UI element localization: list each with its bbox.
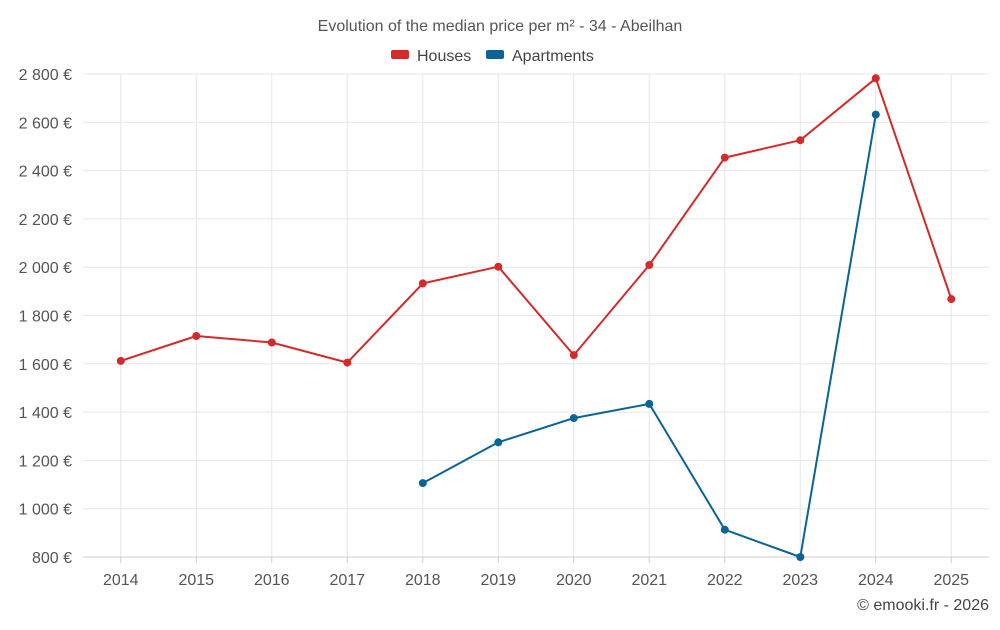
data-point-houses-2021[interactable] [645,261,654,269]
data-point-apartments-2019[interactable] [494,438,503,447]
x-tick-label: 2020 [556,572,592,589]
legend-swatch-apartments [486,50,504,59]
x-tick-label: 2017 [329,572,365,589]
x-tick-label: 2021 [631,572,667,589]
x-tick-label: 2014 [103,572,139,589]
data-point-houses-2019[interactable] [494,262,503,271]
data-point-apartments-2024[interactable] [871,110,880,119]
data-point-apartments-2022[interactable] [720,525,729,534]
chart-title: Evolution of the median price per m² - 3… [318,18,683,35]
data-point-houses-2024[interactable] [871,74,880,83]
x-tick-label: 2025 [933,572,969,589]
legend-swatch-houses [391,50,409,59]
y-tick-label: 2 800 € [19,67,72,84]
x-tick-label: 2019 [480,572,516,589]
data-point-houses-2022[interactable] [720,153,729,162]
data-point-houses-2023[interactable] [796,136,805,145]
data-point-apartments-2020[interactable] [569,414,578,423]
x-tick-label: 2016 [254,572,290,589]
y-tick-label: 1 400 € [19,405,72,422]
data-point-houses-2018[interactable] [418,279,427,288]
y-tick-label: 1 600 € [19,357,72,374]
y-tick-label: 2 200 € [19,212,72,229]
series [116,74,956,561]
legend: Houses Apartments [391,48,594,65]
series-apartments [418,110,880,561]
x-tick-label: 2022 [707,572,743,589]
axes: 800 € 1 000 € 1 200 € 1 400 € 1 600 € 1 800 €… [19,67,989,589]
data-point-houses-2015[interactable] [192,332,201,340]
x-tick-label: 2023 [782,572,818,589]
y-tick-label: 1 800 € [19,309,72,326]
x-tick-label: 2024 [858,572,894,589]
data-point-apartments-2021[interactable] [645,399,654,408]
y-tick-label: 1 200 € [19,453,72,470]
data-point-houses-2016[interactable] [267,338,276,347]
legend-item-apartments[interactable]: Apartments [486,48,594,65]
data-point-houses-2025[interactable] [947,295,956,304]
x-tick-label: 2015 [178,572,214,589]
y-tick-label: 2 600 € [19,115,72,132]
series-line-houses [120,77,953,364]
data-point-apartments-2018[interactable] [418,479,427,488]
legend-item-houses[interactable]: Houses [391,48,471,65]
series-houses [116,74,956,367]
data-point-houses-2020[interactable] [569,351,578,360]
y-tick-label: 1 000 € [19,502,72,519]
credit-text: © emooki.fr - 2026 [857,597,989,614]
y-tick-label: 2 000 € [19,260,72,277]
y-tick-label: 800 € [32,550,72,567]
legend-label-apartments: Apartments [512,48,594,65]
grid [83,73,989,557]
x-tick-label: 2018 [405,572,441,589]
legend-label-houses: Houses [417,48,471,65]
data-point-houses-2017[interactable] [343,358,352,367]
y-tick-label: 2 400 € [19,164,72,181]
data-point-houses-2014[interactable] [116,356,125,365]
data-point-apartments-2023[interactable] [796,553,805,561]
